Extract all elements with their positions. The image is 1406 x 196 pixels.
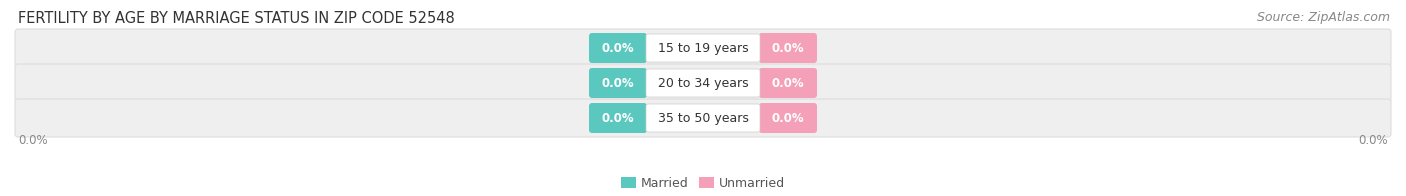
Text: 0.0%: 0.0%: [772, 76, 804, 90]
FancyBboxPatch shape: [759, 103, 817, 133]
FancyBboxPatch shape: [759, 68, 817, 98]
Text: 0.0%: 0.0%: [602, 76, 634, 90]
Text: 0.0%: 0.0%: [772, 42, 804, 54]
Text: 20 to 34 years: 20 to 34 years: [658, 76, 748, 90]
FancyBboxPatch shape: [15, 99, 1391, 137]
Text: 0.0%: 0.0%: [1358, 134, 1388, 148]
FancyBboxPatch shape: [589, 103, 647, 133]
FancyBboxPatch shape: [759, 33, 817, 63]
Text: 0.0%: 0.0%: [602, 42, 634, 54]
FancyBboxPatch shape: [645, 34, 761, 62]
FancyBboxPatch shape: [589, 33, 647, 63]
FancyBboxPatch shape: [589, 68, 647, 98]
FancyBboxPatch shape: [15, 64, 1391, 102]
Text: FERTILITY BY AGE BY MARRIAGE STATUS IN ZIP CODE 52548: FERTILITY BY AGE BY MARRIAGE STATUS IN Z…: [18, 11, 454, 26]
Text: 15 to 19 years: 15 to 19 years: [658, 42, 748, 54]
Text: 35 to 50 years: 35 to 50 years: [658, 112, 748, 124]
Text: Source: ZipAtlas.com: Source: ZipAtlas.com: [1257, 11, 1391, 24]
Legend: Married, Unmarried: Married, Unmarried: [621, 177, 785, 190]
Text: 0.0%: 0.0%: [602, 112, 634, 124]
Text: 0.0%: 0.0%: [772, 112, 804, 124]
FancyBboxPatch shape: [645, 69, 761, 97]
FancyBboxPatch shape: [645, 104, 761, 132]
Text: 0.0%: 0.0%: [18, 134, 48, 148]
FancyBboxPatch shape: [15, 29, 1391, 67]
